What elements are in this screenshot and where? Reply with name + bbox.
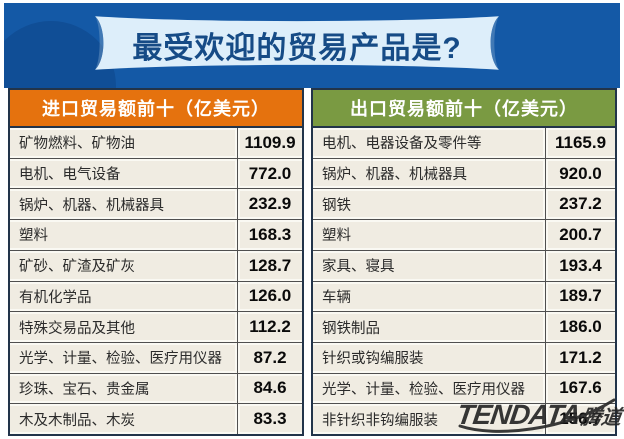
product-name: 矿砂、矿渣及矿灰 [10,250,237,281]
product-value: 87.2 [237,342,302,373]
table-row: 光学、计量、检验、医疗用仪器 87.2 [10,341,302,373]
table-row: 钢铁 237.2 [313,188,615,220]
product-name: 光学、计量、检验、医疗用仪器 [313,373,545,404]
product-name: 有机化学品 [10,281,237,312]
product-value: 189.7 [545,281,615,312]
table-row: 车辆 189.7 [313,280,615,312]
product-name: 塑料 [313,220,545,250]
import-table-rows: 矿物燃料、矿物油 1109.9 电机、电气设备 772.0 锅炉、机器、机械器具 232.… [10,128,302,435]
table-row: 针织或钩编服装 171.2 [313,341,615,373]
table-row: 光学、计量、检验、医疗用仪器 167.6 [313,372,615,404]
product-value: 1165.9 [545,128,615,158]
ribbon-shape [95,16,499,70]
product-name: 非针织非钩编服装 [313,404,545,435]
product-value: 168.3 [237,220,302,250]
export-table-header: 出口贸易额前十（亿美元） [313,90,615,128]
product-value: 171.2 [545,342,615,373]
product-name: 矿物燃料、矿物油 [10,128,237,158]
table-row: 锅炉、机器、机械器具 920.0 [313,157,615,189]
product-name: 钢铁制品 [313,312,545,342]
export-table-rows: 电机、电器设备及零件等 1165.9 锅炉、机器、机械器具 920.0 钢铁 237.2 塑… [313,128,615,435]
product-name: 电机、电气设备 [10,158,237,189]
page-title: 最受欢迎的贸易产品是? [132,32,462,65]
product-name: 家具、寝具 [313,250,545,281]
product-value: 167.6 [545,373,615,404]
table-row: 有机化学品 126.0 [10,280,302,312]
product-name: 塑料 [10,220,237,250]
table-row: 非针织非钩编服装 156.7 [313,403,615,435]
table-row: 塑料 200.7 [313,219,615,250]
product-name: 钢铁 [313,189,545,220]
table-row: 钢铁制品 186.0 [313,311,615,342]
product-value: 920.0 [545,158,615,189]
product-value: 232.9 [237,189,302,220]
product-value: 772.0 [237,158,302,189]
table-row: 电机、电器设备及零件等 1165.9 [313,128,615,158]
product-value: 237.2 [545,189,615,220]
table-row: 矿物燃料、矿物油 1109.9 [10,128,302,158]
product-value: 200.7 [545,220,615,250]
product-name: 特殊交易品及其他 [10,312,237,342]
product-name: 锅炉、机器、机械器具 [313,158,545,189]
table-row: 矿砂、矿渣及矿灰 128.7 [10,249,302,281]
product-value: 84.6 [237,373,302,404]
product-value: 186.0 [545,312,615,342]
product-value: 156.7 [545,404,615,435]
product-value: 112.2 [237,312,302,342]
table-row: 电机、电气设备 772.0 [10,157,302,189]
product-name: 木及木制品、木炭 [10,404,237,435]
product-value: 126.0 [237,281,302,312]
product-name: 电机、电器设备及零件等 [313,128,545,158]
product-name: 珍珠、宝石、贵金属 [10,373,237,404]
table-row: 特殊交易品及其他 112.2 [10,311,302,342]
export-table: 出口贸易额前十（亿美元） 电机、电器设备及零件等 1165.9 锅炉、机器、机械器具… [311,88,617,436]
table-row: 家具、寝具 193.4 [313,249,615,281]
table-row: 锅炉、机器、机械器具 232.9 [10,188,302,220]
product-name: 锅炉、机器、机械器具 [10,189,237,220]
import-table-header: 进口贸易额前十（亿美元） [10,90,302,128]
top-banner: 最受欢迎的贸易产品是? [4,3,620,88]
title-ribbon: 最受欢迎的贸易产品是? [85,12,509,74]
import-table: 进口贸易额前十（亿美元） 矿物燃料、矿物油 1109.9 电机、电气设备 772.0 锅… [8,88,304,436]
product-value: 193.4 [545,250,615,281]
table-row: 珍珠、宝石、贵金属 84.6 [10,372,302,404]
table-row: 木及木制品、木炭 83.3 [10,403,302,435]
product-name: 车辆 [313,281,545,312]
product-value: 1109.9 [237,128,302,158]
product-name: 光学、计量、检验、医疗用仪器 [10,342,237,373]
product-name: 针织或钩编服装 [313,342,545,373]
product-value: 83.3 [237,404,302,435]
table-row: 塑料 168.3 [10,219,302,250]
product-value: 128.7 [237,250,302,281]
